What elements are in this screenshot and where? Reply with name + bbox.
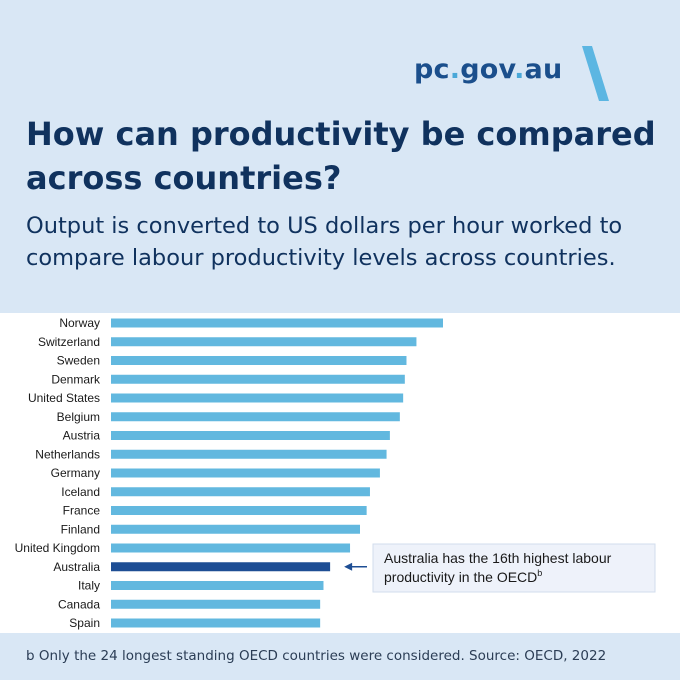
category-label: Denmark [51, 372, 101, 386]
arrow-head-icon [344, 562, 353, 571]
bar [111, 374, 405, 384]
category-label: Australia [53, 560, 100, 574]
page-title: How can productivity be compared across … [26, 115, 656, 197]
bar [111, 487, 370, 497]
bar [111, 412, 400, 422]
category-label: Austria [63, 429, 101, 443]
bar [111, 393, 404, 403]
category-label: Finland [61, 522, 100, 536]
chart-panel: Norway Switzerland Sweden Denmark United Sta… [0, 313, 680, 633]
bar [111, 506, 367, 515]
logo-text-gov: gov [460, 54, 515, 85]
logo-dot: . [449, 54, 461, 85]
logo-text-pc: pc [414, 54, 450, 85]
footnote: b Only the 24 longest standing OECD coun… [26, 648, 607, 664]
bar [111, 543, 351, 553]
category-label: Netherlands [35, 447, 100, 461]
category-label: United States [28, 391, 100, 405]
category-label: Norway [59, 316, 100, 330]
category-label: Iceland [61, 485, 100, 499]
bar [111, 599, 321, 609]
category-label: Spain [69, 616, 100, 630]
category-label: Switzerland [38, 335, 100, 349]
annotation-text: Australia has the 16th highest labour [384, 550, 612, 566]
bar [111, 449, 387, 459]
bar [111, 431, 390, 440]
bar [111, 318, 443, 328]
bar [111, 524, 360, 534]
pc-gov-au-logo[interactable]: pc.gov.au [414, 54, 562, 85]
category-label: United Kingdom [15, 541, 100, 555]
footnote-superscript: b [537, 568, 542, 578]
annotation-text: productivity in the OECDb [384, 568, 542, 585]
bar [111, 356, 407, 365]
page-subtitle: Output is converted to US dollars per ho… [26, 213, 623, 271]
bar [111, 581, 324, 590]
category-label: Italy [78, 579, 100, 593]
bar-chart: Norway Switzerland Sweden Denmark United Sta… [15, 316, 656, 630]
bar [111, 468, 380, 478]
category-label: France [63, 504, 101, 518]
bar-highlighted [111, 562, 331, 572]
bar [111, 337, 417, 347]
category-label: Sweden [57, 354, 100, 368]
logo-slash-icon [582, 46, 609, 101]
bar [111, 618, 321, 628]
annotation-box [372, 543, 656, 593]
logo-dot: . [514, 54, 525, 85]
category-label: Canada [58, 597, 100, 611]
logo-text-au: au [524, 54, 563, 85]
category-label: Germany [51, 466, 100, 480]
category-label: Belgium [57, 410, 100, 424]
